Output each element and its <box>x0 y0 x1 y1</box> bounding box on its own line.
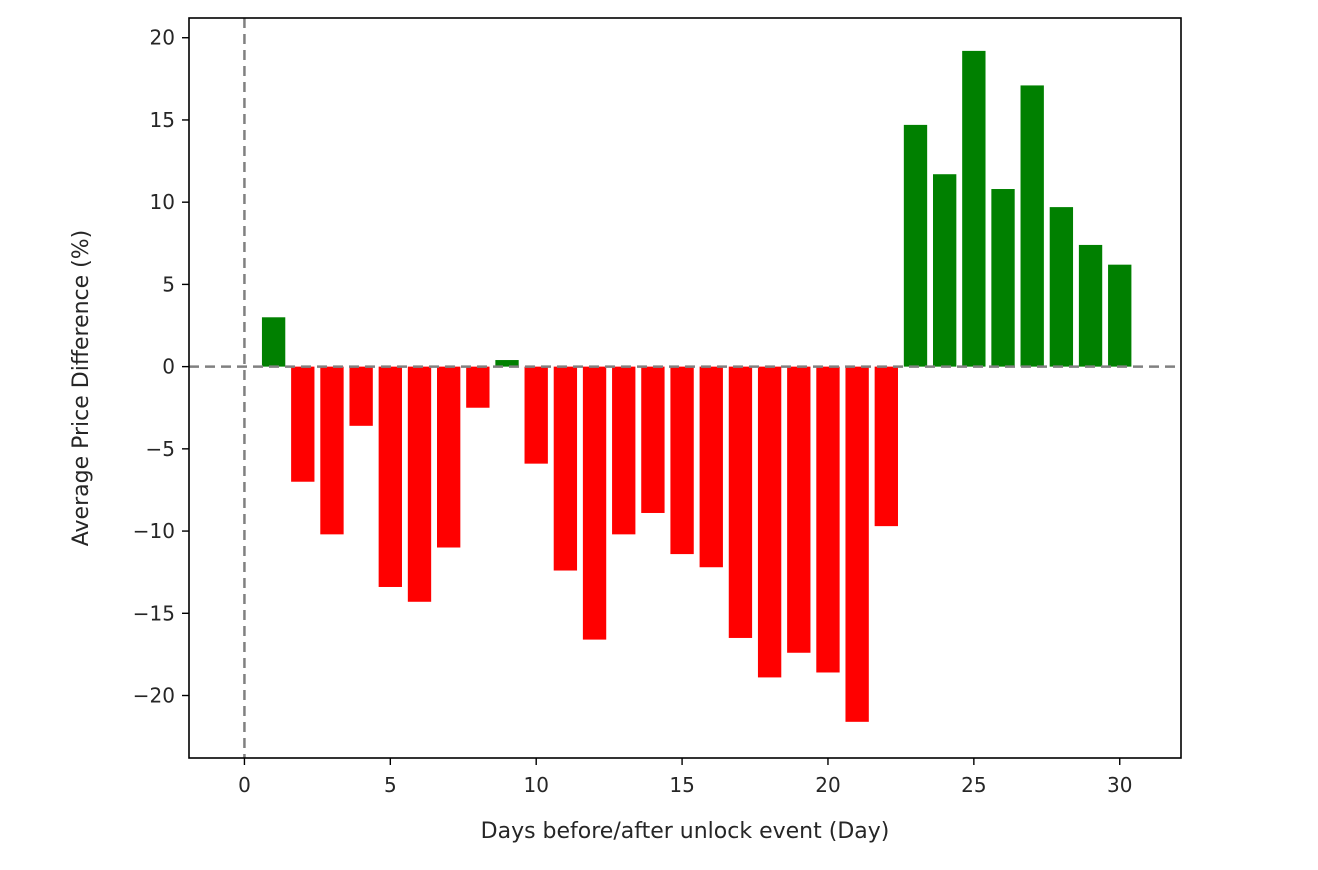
y-tick-label: 5 <box>162 272 175 296</box>
bar-day-30 <box>1108 264 1132 367</box>
x-axis-label: Days before/after unlock event (Day) <box>481 819 890 844</box>
bar-day-4 <box>349 366 373 426</box>
bar-day-13 <box>612 366 636 535</box>
bar-day-3 <box>320 366 344 535</box>
y-tick-label: −10 <box>133 519 175 543</box>
bars-group <box>261 50 1132 722</box>
x-tick-label: 10 <box>523 773 548 797</box>
bar-day-2 <box>291 366 315 482</box>
x-tick-label: 0 <box>238 773 251 797</box>
bar-day-14 <box>641 366 665 513</box>
bar-day-6 <box>407 366 432 602</box>
x-tick-label: 20 <box>815 773 840 797</box>
bar-day-5 <box>378 366 402 587</box>
bar-day-17 <box>728 366 753 638</box>
bar-day-1 <box>261 317 286 367</box>
plot-frame <box>188 17 1182 759</box>
x-tick-label: 5 <box>384 773 397 797</box>
x-tick-label: 30 <box>1107 773 1132 797</box>
y-axis-label: Average Price Difference (%) <box>69 230 94 546</box>
bar-day-19 <box>787 366 811 653</box>
y-tick-label: −20 <box>133 684 175 708</box>
bar-day-10 <box>524 366 548 464</box>
bar-day-12 <box>582 366 607 640</box>
y-tick-label: −5 <box>146 437 175 461</box>
bar-day-11 <box>553 366 578 571</box>
x-axis-ticks: 0 5 10 15 20 25 30 <box>238 758 1132 797</box>
bar-day-25 <box>962 50 986 367</box>
bar-day-28 <box>1049 207 1074 367</box>
y-axis-ticks: 20 15 10 5 0 −5 −10 −15 −20 <box>133 26 189 708</box>
bar-day-20 <box>816 366 840 673</box>
bar-day-24 <box>933 174 957 367</box>
y-tick-label: 0 <box>162 355 175 379</box>
x-tick-label: 25 <box>961 773 986 797</box>
y-tick-label: 15 <box>150 108 175 132</box>
y-tick-label: −15 <box>133 601 175 625</box>
bar-day-18 <box>757 366 782 678</box>
y-tick-label: 20 <box>150 26 175 50</box>
bar-day-23 <box>903 124 928 367</box>
bar-day-22 <box>874 366 898 527</box>
bar-day-15 <box>670 366 694 555</box>
bar-day-21 <box>845 366 869 722</box>
bar-day-26 <box>991 189 1015 367</box>
bar-day-7 <box>437 366 461 548</box>
bar-day-9 <box>495 360 519 367</box>
x-tick-label: 15 <box>669 773 694 797</box>
bar-day-16 <box>699 366 723 568</box>
y-tick-label: 10 <box>150 190 175 214</box>
bar-day-8 <box>466 366 490 408</box>
bar-day-29 <box>1078 244 1103 367</box>
bar-day-27 <box>1020 85 1044 367</box>
